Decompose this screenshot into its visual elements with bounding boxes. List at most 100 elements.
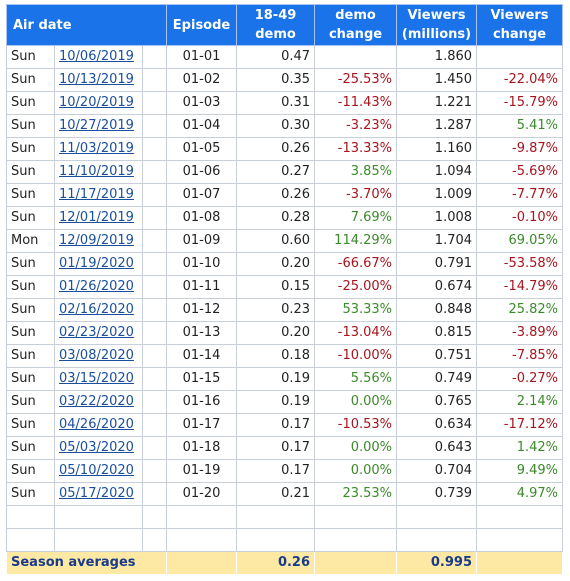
demo-rating: 0.26 [236, 137, 316, 161]
demo-rating: 0.28 [236, 206, 316, 230]
viewers-millions: 0.848 [396, 298, 478, 322]
air-day: Sun [6, 298, 55, 322]
demo-change: 0.00% [314, 459, 398, 483]
air-date-cell: 12/01/2019 [54, 206, 143, 230]
blank-cell [476, 505, 564, 529]
blank-cell [6, 528, 55, 552]
header-demo[interactable]: 18-49 demo [236, 4, 316, 46]
air-day: Sun [6, 114, 55, 138]
demo-rating: 0.20 [236, 321, 316, 345]
air-date-link[interactable]: 11/10/2019 [59, 164, 134, 179]
air-day: Sun [6, 137, 55, 161]
blank-cell [314, 505, 398, 529]
blank-cell [166, 528, 238, 552]
air-date-cell: 03/22/2020 [54, 390, 143, 414]
spacer-cell [141, 390, 168, 414]
viewers-millions: 0.739 [396, 482, 478, 506]
demo-change: -25.00% [314, 275, 398, 299]
air-day: Sun [6, 275, 55, 299]
air-date-link[interactable]: 10/06/2019 [59, 49, 134, 64]
air-date-link[interactable]: 05/10/2020 [59, 463, 134, 478]
viewers-millions: 0.643 [396, 436, 478, 460]
header-viewers-line2: (millions) [401, 27, 472, 42]
ratings-table-container: Air date Episode 18-49 demo demo change Vi… [5, 4, 564, 575]
table-row: Sun 01/26/2020 01-11 0.15 -25.00% 0.674 -14.79… [6, 275, 564, 299]
air-day: Sun [6, 68, 55, 92]
spacer-cell [141, 482, 168, 506]
spacer-cell [141, 183, 168, 207]
episode-number: 01-13 [166, 321, 238, 345]
air-date-link[interactable]: 11/03/2019 [59, 141, 134, 156]
air-date-link[interactable]: 12/01/2019 [59, 210, 134, 225]
demo-rating: 0.15 [236, 275, 316, 299]
header-episode[interactable]: Episode [166, 4, 238, 46]
viewers-millions: 0.749 [396, 367, 478, 391]
air-date-link[interactable]: 02/23/2020 [59, 325, 134, 340]
air-date-link[interactable]: 12/09/2019 [59, 233, 134, 248]
table-row: Sun 01/19/2020 01-10 0.20 -66.67% 0.791 -53.58… [6, 252, 564, 276]
episode-number: 01-12 [166, 298, 238, 322]
demo-change: -11.43% [314, 91, 398, 115]
viewers-change: -7.77% [476, 183, 564, 207]
viewers-change: 25.82% [476, 298, 564, 322]
demo-rating: 0.23 [236, 298, 316, 322]
table-row: Sun 03/15/2020 01-15 0.19 5.56% 0.749 -0.27% [6, 367, 564, 391]
demo-rating: 0.27 [236, 160, 316, 184]
air-date-cell: 04/26/2020 [54, 413, 143, 437]
viewers-change: -14.79% [476, 275, 564, 299]
spacer-cell [141, 275, 168, 299]
spacer-cell [141, 45, 168, 69]
episode-number: 01-08 [166, 206, 238, 230]
air-date-link[interactable]: 05/03/2020 [59, 440, 134, 455]
blank-cell [54, 528, 143, 552]
demo-change: -25.53% [314, 68, 398, 92]
header-air-date[interactable]: Air date [5, 4, 168, 46]
header-demo-change[interactable]: demo change [314, 4, 398, 46]
air-date-link[interactable]: 03/08/2020 [59, 348, 134, 363]
table-row: Sun 11/03/2019 01-05 0.26 -13.33% 1.160 -9.87% [6, 137, 564, 161]
spacer-cell [141, 298, 168, 322]
viewers-change: -7.85% [476, 344, 564, 368]
footer-viewers-change-cell [476, 551, 564, 575]
demo-rating: 0.21 [236, 482, 316, 506]
demo-change [314, 45, 398, 69]
header-viewers-change[interactable]: Viewers change [476, 4, 564, 46]
demo-rating: 0.31 [236, 91, 316, 115]
air-date-link[interactable]: 03/15/2020 [59, 371, 134, 386]
viewers-millions: 0.704 [396, 459, 478, 483]
air-date-link[interactable]: 05/17/2020 [59, 486, 134, 501]
episode-number: 01-17 [166, 413, 238, 437]
air-date-link[interactable]: 02/16/2020 [59, 302, 134, 317]
air-date-cell: 03/15/2020 [54, 367, 143, 391]
air-date-link[interactable]: 10/20/2019 [59, 95, 134, 110]
spacer-cell [141, 321, 168, 345]
header-viewers[interactable]: Viewers (millions) [396, 4, 478, 46]
demo-rating: 0.18 [236, 344, 316, 368]
header-demo-line2: demo [255, 27, 296, 42]
viewers-change: -53.58% [476, 252, 564, 276]
demo-change: 7.69% [314, 206, 398, 230]
air-date-link[interactable]: 03/22/2020 [59, 394, 134, 409]
episode-number: 01-05 [166, 137, 238, 161]
air-date-link[interactable]: 10/13/2019 [59, 72, 134, 87]
viewers-change: 1.42% [476, 436, 564, 460]
season-averages-label: Season averages [5, 551, 168, 575]
air-date-cell: 01/26/2020 [54, 275, 143, 299]
ratings-table: Air date Episode 18-49 demo demo change Vi… [5, 4, 564, 575]
air-day: Sun [6, 459, 55, 483]
air-date-cell: 12/09/2019 [54, 229, 143, 253]
air-date-link[interactable]: 11/17/2019 [59, 187, 134, 202]
episode-number: 01-06 [166, 160, 238, 184]
air-day: Sun [6, 252, 55, 276]
demo-change: -13.33% [314, 137, 398, 161]
episode-number: 01-18 [166, 436, 238, 460]
air-date-link[interactable]: 04/26/2020 [59, 417, 134, 432]
demo-change: -10.53% [314, 413, 398, 437]
air-date-link[interactable]: 10/27/2019 [59, 118, 134, 133]
air-date-link[interactable]: 01/26/2020 [59, 279, 134, 294]
demo-change: 114.29% [314, 229, 398, 253]
demo-rating: 0.35 [236, 68, 316, 92]
viewers-change: -3.89% [476, 321, 564, 345]
air-date-link[interactable]: 01/19/2020 [59, 256, 134, 271]
viewers-change: 5.41% [476, 114, 564, 138]
